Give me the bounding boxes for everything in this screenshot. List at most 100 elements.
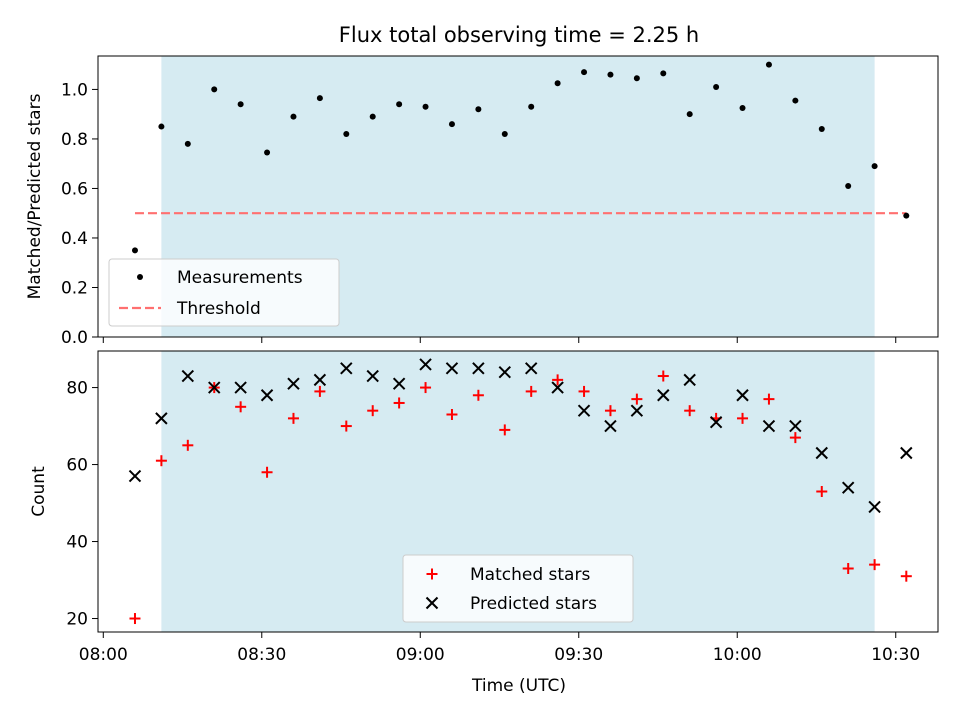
predicted-star-point — [340, 362, 353, 375]
matched-star-point — [499, 424, 511, 436]
predicted-star-point — [762, 419, 776, 433]
measurement-point — [501, 130, 508, 137]
measurement-point — [343, 130, 350, 137]
count-panel-frame — [97, 350, 939, 633]
predicted-star-point — [419, 358, 432, 371]
legend-box — [402, 554, 634, 623]
measurement-point — [607, 71, 614, 78]
matched-stars-points — [129, 370, 912, 625]
matched-star-point — [684, 405, 696, 417]
matched-star-point — [737, 412, 749, 424]
matched-star-point — [763, 393, 775, 405]
predicted-stars-points — [128, 358, 913, 514]
predicted-star-point — [577, 404, 591, 417]
measurement-point — [739, 104, 746, 111]
matched-star-point — [393, 397, 405, 409]
measurement-point — [765, 61, 772, 68]
x-stroke — [234, 381, 247, 394]
predicted-star-point — [260, 389, 274, 402]
x-stroke — [472, 362, 485, 375]
legend-measurements-marker — [137, 274, 143, 280]
x-stroke — [392, 377, 406, 390]
predicted-star-point — [900, 446, 913, 460]
predicted-star-point — [709, 416, 723, 429]
y-tick-label: 60 — [66, 456, 88, 476]
matched-star-point — [420, 382, 432, 394]
chart-title: Flux total observing time = 2.25 h — [339, 23, 699, 47]
matched-star-point — [552, 374, 564, 386]
x-stroke — [868, 500, 881, 514]
measurement-point — [422, 103, 429, 110]
x-stroke — [657, 389, 670, 402]
x-stroke — [577, 404, 591, 417]
x-stroke — [604, 419, 617, 433]
predicted-star-point — [551, 381, 564, 394]
predicted-star-point — [392, 377, 406, 390]
measurement-point — [528, 103, 535, 110]
x-tick-label: 10:00 — [713, 645, 762, 665]
measurement-point — [211, 86, 218, 93]
x-stroke — [683, 373, 696, 387]
ratio-y-axis: 0.0 0.2 0.4 0.6 0.8 1.0 — [61, 80, 98, 348]
ratio-legend: Measurements Threshold — [108, 258, 340, 327]
matched-star-point — [816, 486, 828, 497]
predicted-star-point — [234, 381, 247, 394]
predicted-star-point — [789, 419, 802, 433]
x-stroke — [445, 362, 459, 375]
predicted-star-point — [525, 362, 538, 375]
measurement-point — [581, 69, 588, 76]
matched-star-point — [155, 455, 167, 467]
predicted-star-point — [841, 481, 855, 494]
matched-star-point — [900, 570, 912, 582]
y-tick-label: 20 — [66, 610, 88, 630]
x-axis-label: Time (UTC) — [471, 676, 566, 696]
measurement-point — [818, 126, 825, 133]
x-stroke — [419, 358, 432, 371]
ratio-y-axis-label: Matched/Predicted stars — [25, 93, 45, 299]
count-legend: Matched stars Predicted stars — [402, 554, 634, 623]
measurement-point — [633, 75, 640, 82]
measurement-point — [713, 83, 720, 90]
predicted-star-point — [815, 446, 828, 460]
matched-star-point — [446, 409, 458, 421]
ratio-panel-frame — [97, 55, 939, 338]
predicted-star-point — [128, 469, 142, 483]
x-stroke — [630, 404, 644, 417]
predicted-star-point — [657, 389, 670, 402]
time-x-axis: 08:00 08:30 09:00 09:30 10:00 10:30 — [79, 632, 920, 665]
measurement-point — [131, 247, 138, 254]
predicted-star-point — [604, 419, 617, 433]
measurement-point — [475, 106, 482, 113]
y-tick-label: 0.8 — [61, 130, 88, 150]
y-tick-label: 0.4 — [61, 229, 88, 249]
count-y-axis: 20 40 60 80 — [66, 379, 98, 630]
x-stroke — [313, 373, 327, 387]
x-tick-label: 09:00 — [396, 645, 445, 665]
y-tick-label: 0.2 — [61, 278, 88, 298]
predicted-star-point — [630, 404, 644, 417]
legend-matched-marker — [426, 568, 438, 580]
measurement-point — [903, 212, 910, 219]
x-tick-label: 08:00 — [79, 645, 128, 665]
matched-star-point — [525, 385, 537, 397]
count-y-axis-label: Count — [29, 466, 49, 517]
x-stroke — [181, 369, 195, 383]
predicted-star-point — [683, 373, 696, 387]
predicted-star-point — [736, 389, 749, 402]
matched-star-point — [604, 405, 616, 417]
x-stroke — [340, 362, 353, 375]
predicted-star-point — [868, 500, 881, 514]
predicted-star-point — [313, 373, 327, 387]
measurement-point — [369, 113, 376, 120]
x-stroke — [287, 377, 300, 390]
matched-star-point — [235, 401, 247, 413]
legend-plus — [426, 568, 438, 580]
matched-star-point — [869, 559, 881, 571]
x-stroke — [425, 596, 439, 610]
measurement-point — [396, 101, 403, 108]
x-tick-label: 08:30 — [237, 645, 286, 665]
matched-star-point — [657, 370, 669, 382]
matched-star-point — [631, 393, 643, 405]
